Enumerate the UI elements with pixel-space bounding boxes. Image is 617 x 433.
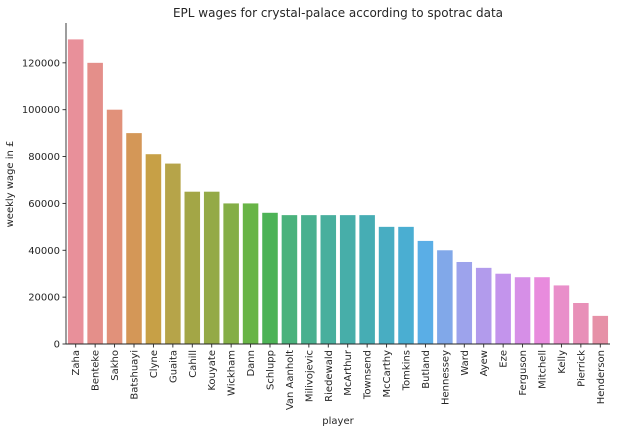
y-tick-label: 20000 [28,293,60,304]
x-tick-label: Guaita [168,350,179,383]
x-tick-label: Benteke [91,350,102,391]
x-tick-label: Cahill [188,350,199,378]
x-tick-label: Milivojevic [304,350,315,402]
bar-pierrick [573,303,589,344]
bar-riedewald [320,215,337,344]
bar-ward [456,261,473,344]
x-axis-label: player [322,416,354,427]
bar-clyne [145,154,162,344]
y-tick-label: 40000 [28,246,60,257]
x-tick-label: Clyne [149,350,160,378]
bar-van-aanholt [281,215,298,344]
x-tick-label: Kouyate [207,350,218,391]
x-tick-label: Sakho [110,350,121,381]
bar-ferguson [514,277,531,344]
y-axis-label: weekly wage in £ [5,141,16,228]
x-tick-label: Wickham [227,350,238,396]
bar-mccarthy [378,226,395,344]
x-tick-label: Van Aanholt [285,350,296,410]
chart-title: EPL wages for crystal-palace according t… [173,6,503,20]
bar-townsend [359,215,375,344]
bar-kouyate [203,191,220,344]
x-tick-label: Dann [246,350,257,377]
x-tick-label: Eze [499,350,510,368]
x-tick-label: Kelly [557,350,568,374]
x-tick-label: Tomkins [402,350,413,391]
y-tick-label: 120000 [22,58,60,69]
x-tick-label: Ferguson [518,350,529,396]
x-tick-label: Townsend [363,350,374,400]
x-tick-label: Riedewald [324,350,335,402]
bar-butland [417,240,434,344]
x-tick-label: Ayew [479,350,490,376]
y-tick-label: 80000 [28,152,60,163]
y-tick-label: 100000 [22,105,60,116]
bar-hennessey [437,250,453,344]
x-tick-label: Hennessey [440,350,451,405]
x-tick-label: McCarthy [382,350,393,398]
bar-tomkins [398,226,414,344]
bar-batshuayi [126,133,142,344]
bar-mcarthur [339,215,356,344]
bar-guaita [165,163,181,344]
bar-benteke [87,62,103,344]
x-tick-label: Pierrick [576,350,587,387]
bars-group [67,39,609,345]
bar-wickham [223,203,239,344]
bar-eze [495,273,511,344]
bar-henderson [592,315,609,344]
bar-milivojevic [301,215,317,344]
x-tick-label: Butland [421,350,432,389]
x-axis-ticks: Zaha Benteke Sakho Batshuayi Clyne Guaita Cahi… [71,344,607,410]
x-tick-label: Batshuayi [130,350,141,400]
bar-dann [242,203,259,344]
bar-schlupp [262,212,278,344]
bar-zaha [67,39,84,345]
x-tick-label: Ward [460,350,471,376]
x-tick-label: McArthur [343,349,354,396]
bar-mitchell [534,277,550,344]
x-tick-label: Zaha [71,350,82,375]
x-tick-label: Henderson [596,350,607,404]
y-tick-label: 60000 [28,199,60,210]
x-tick-label: Mitchell [538,350,549,389]
bar-kelly [553,285,570,344]
bar-sakho [106,109,123,344]
y-tick-label: 0 [54,340,60,351]
x-tick-label: Schlupp [266,350,277,390]
bar-ayew [475,267,492,344]
y-axis-ticks: 0 20000 40000 60000 80000 100000 120000 [22,58,66,351]
bar-cahill [184,191,201,344]
